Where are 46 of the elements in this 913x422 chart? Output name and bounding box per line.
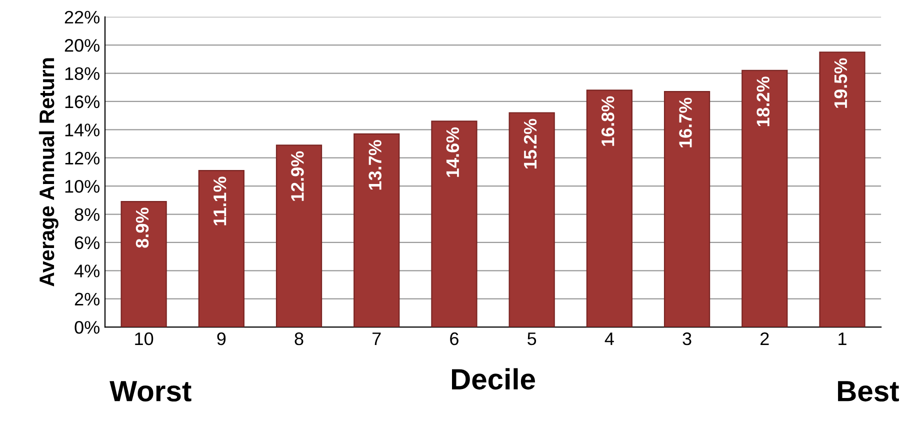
bar [819, 52, 866, 328]
x-tick-label: 4 [604, 332, 614, 345]
x-tick-label: 6 [450, 332, 458, 346]
y-tick-label: 6% [74, 236, 100, 250]
y-tick-label: 10% [65, 180, 100, 193]
y-tick-label: 16% [65, 95, 100, 108]
bar [586, 90, 632, 328]
data-label: 19.5% [834, 58, 848, 108]
x-tick-label: 2 [760, 332, 769, 345]
x-tick-label: 3 [682, 332, 692, 346]
bar [431, 120, 478, 328]
bar [664, 91, 710, 328]
y-tick-label: 8% [74, 208, 100, 221]
x-axis-title: Decile [452, 368, 535, 390]
x-tick-label: 7 [372, 332, 381, 345]
data-label: 15.2% [524, 118, 537, 168]
y-tick-label: 18% [65, 67, 100, 80]
data-label: 11.1% [214, 176, 226, 226]
y-tick-label: 22% [64, 10, 100, 24]
data-label: 13.7% [368, 140, 382, 190]
data-label: 14.6% [446, 127, 460, 177]
y-tick-label: 4% [74, 264, 100, 278]
text: Best [838, 381, 899, 402]
bar [742, 70, 788, 328]
y-axis-title: Average Annual Return [38, 58, 58, 286]
x-tick-label: 9 [217, 332, 226, 346]
x-tick-label: 5 [528, 332, 536, 346]
bar [120, 201, 167, 328]
data-label: 16.7% [679, 98, 692, 148]
bar [276, 144, 322, 328]
data-label: 18.2% [756, 76, 770, 126]
x-tick-label: 10 [135, 332, 154, 346]
y-tick-label: 14% [65, 124, 100, 136]
bar [508, 112, 555, 328]
y-tick-label: 2% [74, 292, 100, 306]
bar [354, 133, 400, 328]
y-tick-label: 20% [64, 39, 100, 52]
data-label: 12.9% [291, 151, 304, 201]
x-tick-label: 1 [838, 332, 846, 345]
data-label: 16.8% [601, 96, 614, 146]
y-tick-label: 0% [74, 320, 100, 334]
y-tick-label: 12% [65, 152, 100, 165]
bar [198, 170, 244, 328]
x-tick-label: 8 [294, 332, 304, 346]
text: Worst [110, 381, 192, 402]
data-label: 8.9% [136, 208, 149, 248]
